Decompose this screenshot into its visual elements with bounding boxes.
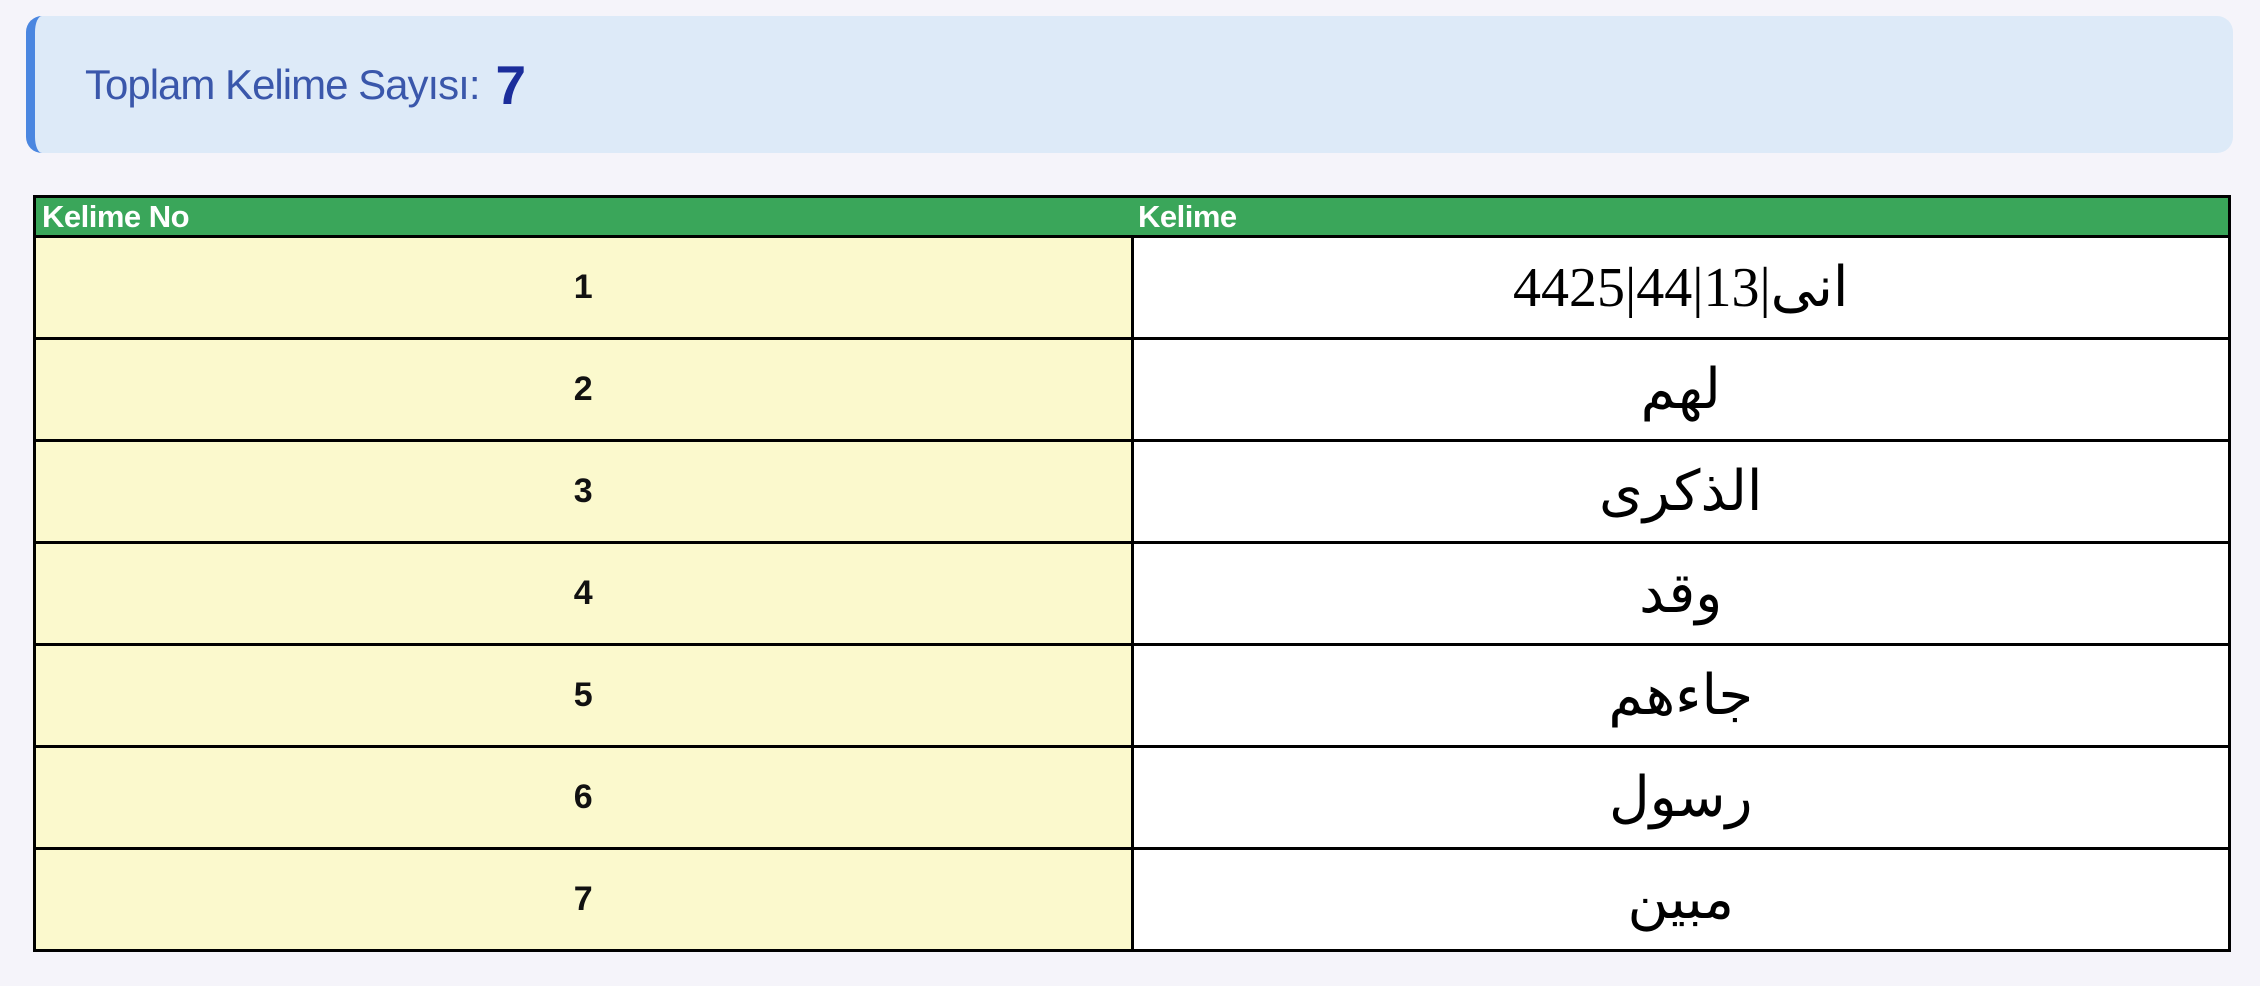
- word-table-body: 1 انى|13|44|4425 2 لهم 3 الذكرى 4 وقد 5 …: [33, 235, 2231, 952]
- word-table: Kelime No Kelime 1 انى|13|44|4425 2 لهم …: [33, 195, 2231, 952]
- word-text-cell: انى|13|44|4425: [1130, 235, 2231, 340]
- word-number-cell: 1: [33, 235, 1134, 340]
- word-number-cell: 4: [33, 541, 1134, 646]
- word-count-value: 7: [495, 53, 527, 116]
- table-row: 2 لهم: [33, 337, 2231, 442]
- word-number-cell: 3: [33, 439, 1134, 544]
- word-number-cell: 6: [33, 745, 1134, 850]
- word-count-label: Toplam Kelime Sayısı:: [85, 60, 480, 108]
- word-count-summary-box: Toplam Kelime Sayısı: 7: [26, 16, 2233, 153]
- header-kelime-no: Kelime No: [33, 195, 1132, 238]
- word-text-cell: وقد: [1130, 541, 2231, 646]
- word-text-cell: لهم: [1130, 337, 2231, 442]
- word-number-cell: 7: [33, 847, 1134, 952]
- table-row: 1 انى|13|44|4425: [33, 235, 2231, 340]
- word-number-cell: 5: [33, 643, 1134, 748]
- word-text-cell: الذكرى: [1130, 439, 2231, 544]
- header-row: Kelime No Kelime: [33, 195, 2231, 238]
- word-text-cell: مبين: [1130, 847, 2231, 952]
- word-text-cell: رسول: [1130, 745, 2231, 850]
- word-table-header: Kelime No Kelime: [33, 195, 2231, 238]
- table-row: 6 رسول: [33, 745, 2231, 850]
- word-number-cell: 2: [33, 337, 1134, 442]
- table-row: 5 جاءهم: [33, 643, 2231, 748]
- table-row: 7 مبين: [33, 847, 2231, 952]
- word-text-cell: جاءهم: [1130, 643, 2231, 748]
- table-row: 3 الذكرى: [33, 439, 2231, 544]
- header-kelime: Kelime: [1132, 195, 2231, 238]
- table-row: 4 وقد: [33, 541, 2231, 646]
